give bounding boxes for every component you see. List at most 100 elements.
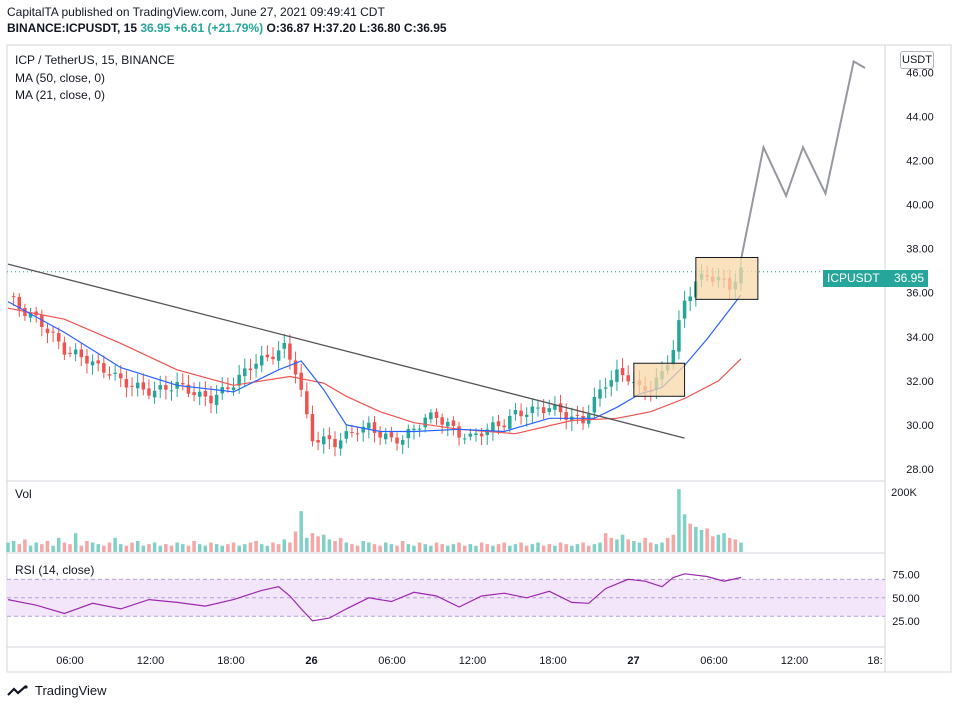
legend-ma50[interactable]: MA (50, close, 0) [15,71,106,85]
candle [181,373,185,391]
volume-bar [598,542,602,552]
last-price-badge: ICPUSDT 36.95 [823,270,928,287]
candle [372,416,377,443]
volume-bar [68,544,72,552]
candle [519,403,523,425]
candle [17,293,22,317]
legend-title: ICP / TetherUS, 15, BINANCE [15,53,175,67]
candle [293,351,298,384]
time-tick: 06:00 [700,655,728,667]
time-tick: 12:00 [137,655,165,667]
candle [310,405,315,447]
price-tick: 44.00 [906,111,934,123]
time-tick: 06:00 [56,655,84,667]
publish-info: CapitalTA published on TradingView.com, … [7,5,385,19]
candles [11,259,743,457]
candle [288,334,292,370]
volume-bar [62,542,67,552]
volume-bar [451,544,456,552]
trendline [7,263,685,439]
volume-bar [344,542,349,552]
volume-bar [248,542,253,552]
volume-bar [141,545,146,552]
candle [423,413,427,433]
volume-bar [496,544,501,552]
time-tick: 26 [305,655,317,667]
volume-bar [727,537,732,552]
price-tick: 32.00 [906,376,934,388]
time-tick: 12:00 [781,655,809,667]
volume-bar [135,541,140,552]
volume-bar [513,544,518,552]
candle [586,404,591,428]
axes: 28.00 30.00 32.00 34.00 36.00 38.00 40.00 42.00… [56,67,934,667]
volume-bar [226,544,230,552]
indicator-lines [7,59,866,622]
candle [570,407,574,431]
volume-bar [626,539,630,552]
candle [457,421,461,446]
volume-bar [632,541,636,552]
candle [367,416,371,439]
candle [68,346,72,358]
volume-bar [530,544,535,552]
volume-bar [671,534,676,552]
candle [688,286,692,311]
volume-bar [508,545,512,552]
volume-bar [79,545,84,552]
candle [338,432,343,456]
candle [575,405,580,424]
time-tick: 18: [867,655,882,667]
candle [344,423,349,444]
candle [316,431,320,451]
tradingview-footer[interactable]: TradingView [7,683,107,698]
volume-bar [203,545,208,552]
candle [524,407,529,427]
volume-bar [327,539,332,552]
rsi-line [7,573,742,622]
currency-button[interactable]: USDT [900,51,934,69]
volume-bar [575,544,580,552]
symbol-summary: BINANCE:ICPUSDT, 15 36.95 +6.61 (+21.79%… [7,21,447,36]
candle [592,387,597,419]
volume-bar [299,511,303,552]
price-tick: 28.00 [906,464,934,476]
rsi-tick: 50.00 [892,593,920,605]
volume-bar [243,544,247,552]
volume-bar [271,542,275,552]
volume-bar [389,544,394,552]
volume-bar [350,544,354,552]
candle [73,343,78,362]
volume-label[interactable]: Vol [15,487,32,501]
volume-bar [23,539,27,552]
volume-bar [536,542,540,552]
price-tick: 38.00 [906,244,934,256]
volume-bar [56,537,61,552]
volume-bar [378,545,382,552]
rsi-band [7,578,885,617]
candle [434,408,439,425]
candle [400,435,405,454]
volume-bar [474,545,478,552]
candle [485,423,489,445]
volume-bar [711,536,715,552]
volume-bar [547,544,552,552]
volume-bar [716,534,721,552]
candle [164,375,168,400]
legend-ma21[interactable]: MA (21, close, 0) [15,88,106,102]
candle [90,354,95,375]
volume-bar [276,544,281,552]
volume-bar [214,544,219,552]
rsi-label[interactable]: RSI (14, close) [15,563,95,577]
volume-bar [338,537,343,552]
ma21-line [7,294,742,433]
volume-bar [429,545,433,552]
volume-bar [479,542,484,552]
price-tick: 36.00 [906,288,934,300]
badge-symbol: ICPUSDT [827,271,880,285]
volume-bar [677,489,681,552]
candle [113,364,117,381]
volume-bar [152,542,157,552]
consolidation-box [633,362,686,397]
